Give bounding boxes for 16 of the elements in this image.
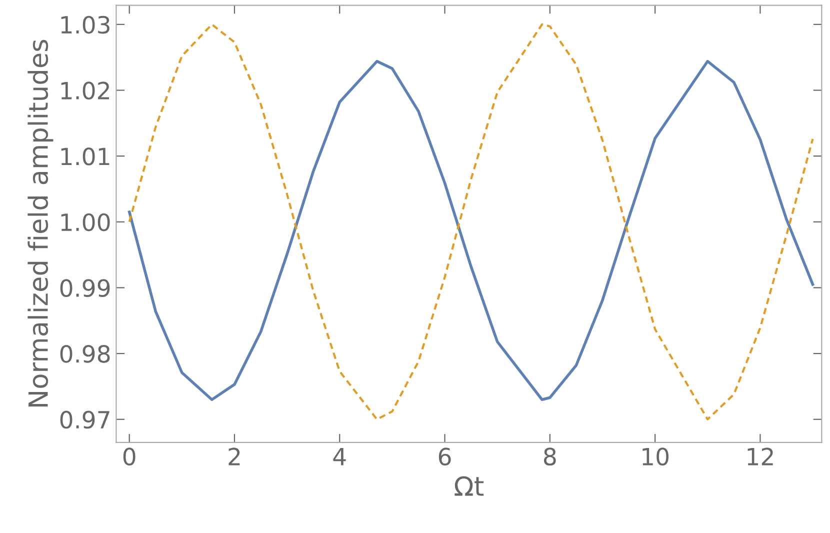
x-tick-label: 12 [748,448,773,466]
y-tick-label: 1.02 [61,82,109,100]
y-tick-label: 0.98 [60,344,110,363]
y-tick-label: 1.01 [61,148,110,166]
x-tick-label: 6 [438,448,451,466]
x-tick-label: 4 [333,448,346,466]
x-axis-title: Ωt [454,476,484,496]
x-tick-label: 10 [642,448,669,466]
x-tick-label: 0 [123,448,136,466]
y-axis-title: Normalized field amplitudes [28,40,54,407]
x-tick-label: 8 [544,448,556,466]
x-tick-label: 2 [228,448,240,466]
y-tick-label: 1.00 [61,213,110,232]
y-tick-label: 0.99 [60,279,110,298]
y-tick-label: 0.97 [60,410,110,429]
y-tick-label: 1.03 [61,16,110,34]
